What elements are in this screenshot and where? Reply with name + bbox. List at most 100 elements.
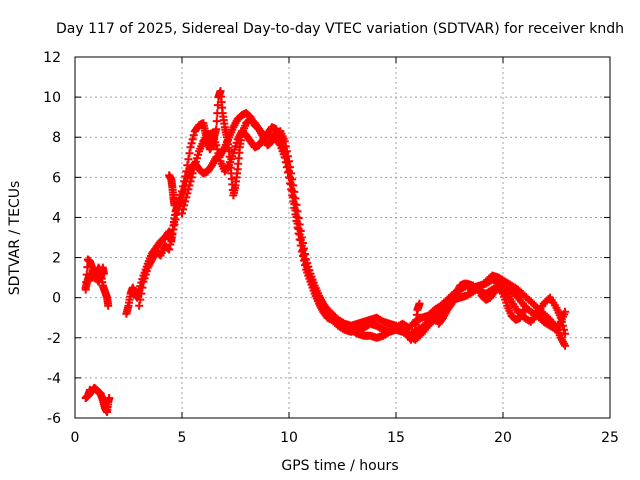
data-point [185, 181, 194, 190]
data-point [184, 155, 193, 164]
data-series [81, 87, 570, 416]
data-point [561, 329, 570, 338]
series-arc-8 [402, 299, 424, 344]
y-axis-label: SDTVAR / TECUs [7, 181, 23, 296]
data-point [170, 220, 179, 229]
data-point [293, 219, 302, 228]
data-point [290, 199, 299, 208]
data-point [294, 224, 303, 233]
series-arc-2 [81, 263, 108, 292]
x-axis-label: GPS time / hours [281, 458, 398, 474]
series-arc-10 [477, 283, 529, 324]
x-tick-label: 25 [601, 430, 619, 446]
x-tick-label: 20 [494, 430, 512, 446]
data-point [561, 341, 570, 350]
y-tick-labels: -6 -4 -2 0 2 4 6 8 10 12 [43, 50, 61, 427]
data-point [184, 185, 193, 194]
data-point [224, 162, 233, 171]
series-arc-7 [165, 171, 179, 210]
data-point [280, 149, 289, 158]
data-point [185, 149, 194, 158]
data-point [282, 158, 291, 167]
data-point [187, 139, 196, 148]
data-point [180, 201, 189, 210]
data-point [165, 245, 174, 254]
data-point [301, 255, 310, 264]
y-tick-label: 8 [52, 130, 61, 146]
data-point [557, 317, 566, 326]
data-point [298, 246, 307, 255]
data-point [179, 205, 188, 214]
data-point [212, 141, 221, 150]
data-point [287, 180, 296, 189]
data-point [135, 301, 144, 310]
data-point [189, 165, 198, 174]
data-point [214, 149, 223, 158]
data-point [181, 197, 190, 206]
x-tick-label: 0 [71, 430, 80, 446]
data-point [169, 225, 178, 234]
y-tick-label: 12 [43, 50, 61, 66]
data-point [299, 250, 308, 259]
data-point [188, 169, 197, 178]
data-point [164, 244, 173, 253]
chart-title: Day 117 of 2025, Sidereal Day-to-day VTE… [56, 21, 624, 37]
data-point [295, 230, 304, 239]
x-tick-label: 5 [178, 430, 187, 446]
data-point [187, 173, 196, 182]
data-point [558, 321, 567, 330]
data-point [297, 241, 306, 250]
data-point [186, 177, 195, 186]
data-point [138, 283, 147, 292]
data-point [463, 282, 472, 291]
data-point [559, 325, 568, 334]
plot-frame [74, 56, 611, 419]
data-point [186, 143, 195, 152]
series-arc-3 [81, 383, 114, 416]
data-point [289, 193, 298, 202]
data-point [183, 189, 192, 198]
data-point [168, 230, 177, 239]
y-tick-label: -2 [47, 331, 61, 347]
data-point [215, 153, 224, 162]
y-tick-label: 0 [52, 291, 61, 307]
series-arc-9 [434, 279, 473, 328]
data-point [292, 212, 301, 221]
data-point [136, 295, 145, 304]
data-point [288, 186, 297, 195]
data-point [281, 153, 290, 162]
data-point [556, 313, 565, 322]
data-point [285, 167, 293, 176]
data-point [137, 289, 146, 298]
x-tick-label: 15 [387, 430, 405, 446]
data-point [446, 301, 455, 310]
data-point [283, 162, 292, 171]
y-tick-label: 4 [52, 210, 61, 226]
data-point [171, 215, 180, 224]
y-tick-label: 6 [52, 170, 61, 186]
data-point [99, 269, 108, 278]
y-tick-label: -6 [47, 411, 61, 427]
data-point [296, 236, 305, 245]
data-point [286, 173, 295, 182]
y-tick-label: 10 [43, 90, 61, 106]
data-point [212, 125, 221, 134]
data-point [188, 135, 197, 144]
data-point [172, 210, 181, 219]
data-point [213, 145, 222, 154]
data-point [415, 299, 424, 308]
data-point [291, 206, 300, 215]
data-point [520, 305, 529, 314]
data-point [105, 393, 114, 402]
data-point [464, 283, 473, 292]
data-point [166, 240, 175, 249]
data-point [178, 209, 186, 218]
data-point [182, 193, 191, 202]
data-point [561, 307, 570, 316]
y-tick-label: 2 [52, 251, 61, 267]
data-point [167, 235, 176, 244]
data-point [189, 131, 198, 140]
x-tick-labels: 0 5 10 15 20 25 [71, 430, 619, 446]
